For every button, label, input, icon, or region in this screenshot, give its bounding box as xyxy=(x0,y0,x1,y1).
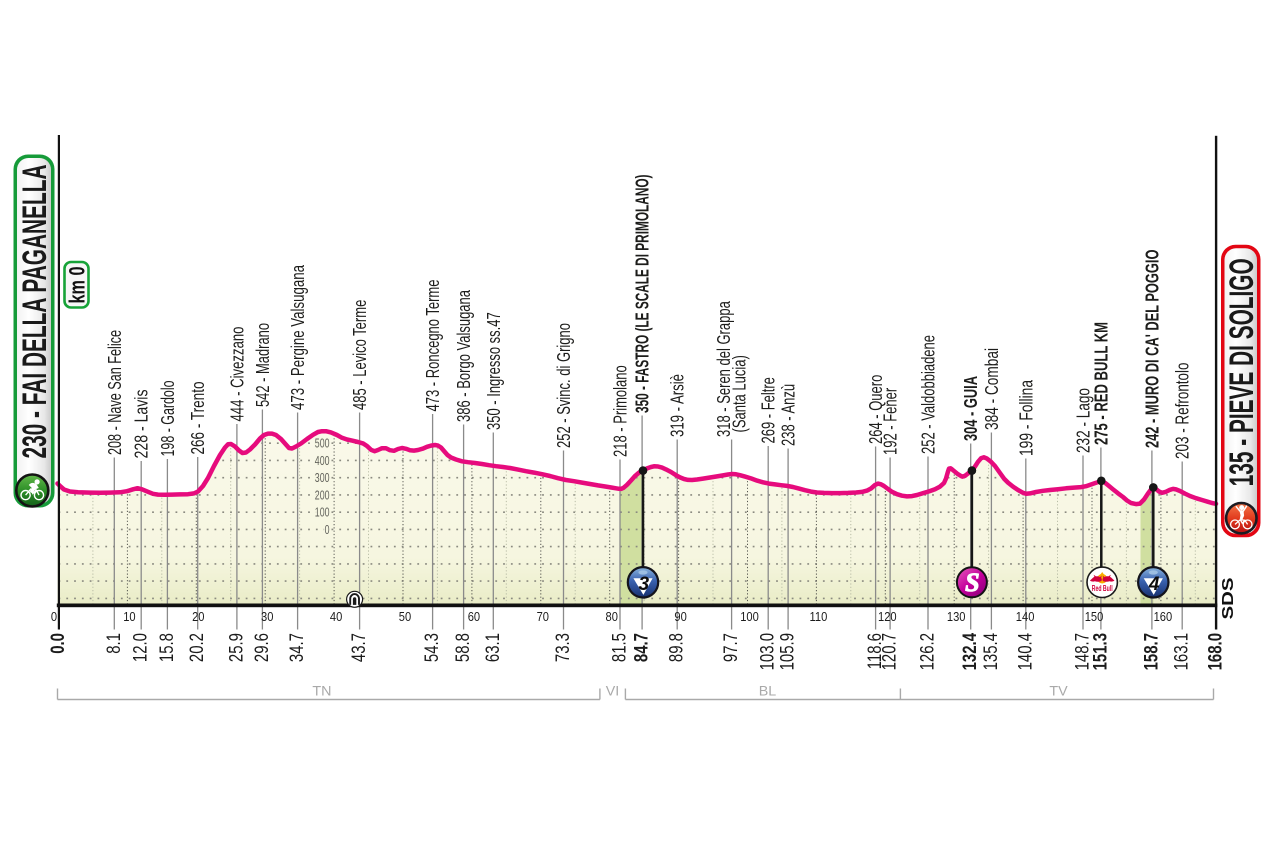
svg-text:29.6: 29.6 xyxy=(252,633,273,662)
svg-text:0: 0 xyxy=(325,522,330,537)
svg-text:60: 60 xyxy=(468,609,480,624)
svg-text:140: 140 xyxy=(1016,609,1035,624)
svg-text:90: 90 xyxy=(674,609,686,624)
svg-text:89.8: 89.8 xyxy=(667,633,688,662)
svg-text:Red Bull: Red Bull xyxy=(1092,584,1113,593)
svg-text:135 - PIEVE DI SOLIGO: 135 - PIEVE DI SOLIGO xyxy=(1223,258,1261,486)
svg-text:15.8: 15.8 xyxy=(157,633,178,662)
svg-text:350 - FASTRO (LE SCALE DI PRIM: 350 - FASTRO (LE SCALE DI PRIMOLANO) xyxy=(632,175,653,414)
svg-text:198 - Gardolo: 198 - Gardolo xyxy=(157,381,178,457)
svg-text:168.0: 168.0 xyxy=(1206,633,1227,670)
svg-text:269 - Feltre: 269 - Feltre xyxy=(758,377,779,443)
svg-text:20.2: 20.2 xyxy=(187,633,208,662)
svg-text:444 - Civezzano: 444 - Civezzano xyxy=(226,327,247,422)
svg-text:110: 110 xyxy=(810,609,828,624)
svg-text:304 - GUIA: 304 - GUIA xyxy=(960,376,981,441)
svg-text:386 - Borgo Valsugana: 386 - Borgo Valsugana xyxy=(453,290,474,422)
svg-text:264 - Quero: 264 - Quero xyxy=(865,375,886,444)
svg-text:275 - RED BULL KM: 275 - RED BULL KM xyxy=(1090,322,1111,445)
svg-text:SDS: SDS xyxy=(1220,577,1237,619)
svg-text:40: 40 xyxy=(330,609,342,624)
svg-text:400: 400 xyxy=(315,453,330,468)
svg-text:252 - Valdobbiadene: 252 - Valdobbiadene xyxy=(918,335,939,454)
svg-text:81.5: 81.5 xyxy=(610,633,631,662)
svg-text:105.9: 105.9 xyxy=(778,633,799,670)
svg-text:473 - Pergine Valsugana: 473 - Pergine Valsugana xyxy=(287,265,308,410)
svg-text:34.7: 34.7 xyxy=(287,633,308,662)
svg-text:8.1: 8.1 xyxy=(104,633,125,654)
svg-text:500: 500 xyxy=(315,436,330,451)
svg-text:0.0: 0.0 xyxy=(48,633,69,654)
svg-text:70: 70 xyxy=(537,609,549,624)
svg-text:350 - Ingresso ss.47: 350 - Ingresso ss.47 xyxy=(483,312,504,430)
svg-text:319 - Arsiè: 319 - Arsiè xyxy=(667,374,688,437)
svg-text:120: 120 xyxy=(878,609,897,624)
svg-text:148.7: 148.7 xyxy=(1073,633,1094,670)
svg-text:163.1: 163.1 xyxy=(1172,633,1193,670)
svg-text:TN: TN xyxy=(312,683,331,699)
svg-text:S: S xyxy=(965,568,979,597)
svg-text:238 - Anzù: 238 - Anzù xyxy=(778,384,799,446)
svg-text:200: 200 xyxy=(315,487,330,502)
svg-text:126.2: 126.2 xyxy=(918,633,939,670)
svg-text:203 - Refrontolo: 203 - Refrontolo xyxy=(1172,363,1193,460)
svg-text:151.3: 151.3 xyxy=(1090,633,1111,670)
svg-text:242 - MURO DI CA' DEL POGGIO: 242 - MURO DI CA' DEL POGGIO xyxy=(1141,250,1162,449)
svg-text:100: 100 xyxy=(740,609,759,624)
svg-text:266 - Trento: 266 - Trento xyxy=(187,382,208,455)
svg-text:228 - Lavis: 228 - Lavis xyxy=(131,390,152,459)
svg-text:130: 130 xyxy=(947,609,966,624)
svg-text:54.3: 54.3 xyxy=(422,633,443,662)
svg-text:542 - Madrano: 542 - Madrano xyxy=(252,323,273,407)
svg-text:TV: TV xyxy=(1049,683,1068,699)
svg-text:232 - Lago: 232 - Lago xyxy=(1073,388,1094,453)
svg-text:80: 80 xyxy=(606,609,618,624)
svg-text:30: 30 xyxy=(261,609,273,624)
svg-text:50: 50 xyxy=(399,609,411,624)
svg-text:208 - Nave San Felice: 208 - Nave San Felice xyxy=(104,330,125,455)
svg-text:158.7: 158.7 xyxy=(1141,633,1162,670)
svg-text:VI: VI xyxy=(606,683,620,699)
svg-text:218 - Primolano: 218 - Primolano xyxy=(610,365,631,457)
svg-text:473 - Roncegno Terme: 473 - Roncegno Terme xyxy=(422,280,443,412)
svg-text:25.9: 25.9 xyxy=(226,633,247,662)
svg-text:318 - Seren del Grappa: 318 - Seren del Grappa xyxy=(713,301,734,437)
svg-text:199 - Follina: 199 - Follina xyxy=(1015,380,1036,456)
svg-text:100: 100 xyxy=(315,505,330,520)
svg-text:252 - Svinc. di Grigno: 252 - Svinc. di Grigno xyxy=(553,323,574,448)
svg-text:97.7: 97.7 xyxy=(721,633,742,662)
svg-text:3: 3 xyxy=(639,574,650,595)
svg-text:63.1: 63.1 xyxy=(483,633,504,662)
svg-text:km 0: km 0 xyxy=(65,267,90,304)
svg-text:150: 150 xyxy=(1085,609,1104,624)
svg-text:43.7: 43.7 xyxy=(349,633,370,662)
svg-text:BL: BL xyxy=(759,683,777,699)
svg-text:4: 4 xyxy=(1148,574,1160,595)
svg-text:(Santa Lucia): (Santa Lucia) xyxy=(728,355,749,432)
svg-text:84.7: 84.7 xyxy=(632,633,653,662)
svg-text:10: 10 xyxy=(123,609,135,624)
svg-text:58.8: 58.8 xyxy=(453,633,474,662)
svg-text:160: 160 xyxy=(1154,609,1173,624)
svg-text:12.0: 12.0 xyxy=(131,633,152,662)
svg-text:135.4: 135.4 xyxy=(981,633,1002,671)
svg-text:230 - FAI DELLA PAGANELLA: 230 - FAI DELLA PAGANELLA xyxy=(16,165,54,459)
svg-text:103.0: 103.0 xyxy=(758,633,779,670)
svg-text:384 - Combai: 384 - Combai xyxy=(981,348,1002,430)
svg-text:140.4: 140.4 xyxy=(1015,633,1036,671)
svg-text:192 - Fener: 192 - Fener xyxy=(880,388,901,455)
svg-text:20: 20 xyxy=(192,609,204,624)
svg-text:118.6: 118.6 xyxy=(865,633,886,669)
svg-text:0: 0 xyxy=(51,609,57,624)
svg-text:132.4: 132.4 xyxy=(960,633,981,671)
svg-text:485 - Levico Terme: 485 - Levico Terme xyxy=(349,300,370,410)
svg-text:73.3: 73.3 xyxy=(553,633,574,662)
svg-text:120.7: 120.7 xyxy=(880,633,901,670)
svg-text:300: 300 xyxy=(315,470,330,485)
